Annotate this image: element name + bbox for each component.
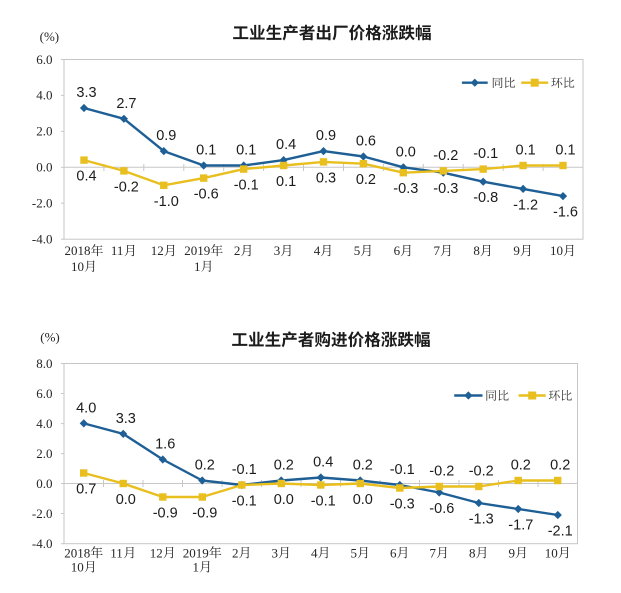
- svg-text:0.2: 0.2: [195, 458, 215, 474]
- svg-text:4.0: 4.0: [36, 88, 52, 103]
- svg-text:0.9: 0.9: [316, 128, 336, 144]
- svg-text:7: 7: [434, 243, 441, 258]
- svg-text:2018: 2018: [64, 545, 90, 560]
- svg-text:0.2: 0.2: [550, 458, 570, 474]
- svg-text:-0.3: -0.3: [390, 497, 415, 513]
- svg-text:-2.1: -2.1: [548, 524, 573, 540]
- svg-text:0.0: 0.0: [353, 492, 373, 508]
- svg-text:4.0: 4.0: [76, 401, 96, 417]
- svg-text:2019: 2019: [183, 545, 209, 560]
- svg-text:0.0: 0.0: [274, 492, 294, 508]
- svg-text:-0.1: -0.1: [234, 178, 259, 194]
- svg-text:12: 12: [151, 243, 164, 258]
- svg-text:-2.0: -2.0: [32, 506, 53, 521]
- svg-text:1.6: 1.6: [155, 437, 175, 453]
- svg-text:2019: 2019: [184, 243, 210, 258]
- svg-text:0.4: 0.4: [276, 137, 296, 153]
- svg-text:9: 9: [513, 243, 520, 258]
- svg-text:0.4: 0.4: [76, 169, 96, 185]
- svg-text:-4.0: -4.0: [32, 232, 53, 247]
- svg-text:9: 9: [509, 545, 516, 560]
- svg-text:-1.3: -1.3: [469, 512, 494, 528]
- svg-text:3: 3: [274, 243, 281, 258]
- svg-text:-0.2: -0.2: [469, 464, 494, 480]
- svg-text:-0.9: -0.9: [153, 506, 178, 522]
- svg-text:(%): (%): [40, 29, 60, 44]
- svg-text:-0.2: -0.2: [433, 148, 458, 164]
- svg-text:-4.0: -4.0: [32, 536, 53, 551]
- svg-text:-0.3: -0.3: [433, 181, 458, 197]
- svg-text:11: 11: [111, 243, 124, 258]
- svg-text:2018: 2018: [65, 243, 91, 258]
- svg-text:10: 10: [71, 560, 84, 575]
- svg-text:6: 6: [390, 545, 397, 560]
- svg-text:0.9: 0.9: [156, 128, 176, 144]
- svg-text:0.4: 0.4: [313, 455, 333, 471]
- svg-text:4: 4: [314, 243, 321, 258]
- svg-text:7: 7: [430, 545, 437, 560]
- svg-text:-0.2: -0.2: [429, 464, 454, 480]
- svg-text:0.1: 0.1: [236, 143, 256, 159]
- svg-text:2.0: 2.0: [36, 446, 52, 461]
- svg-text:3: 3: [272, 545, 279, 560]
- svg-text:0.2: 0.2: [356, 172, 376, 188]
- svg-text:0.7: 0.7: [76, 482, 96, 498]
- svg-text:1: 1: [193, 560, 200, 575]
- svg-text:0.1: 0.1: [516, 143, 536, 159]
- svg-text:8: 8: [473, 243, 480, 258]
- svg-text:0.2: 0.2: [274, 458, 294, 474]
- svg-text:0.0: 0.0: [396, 144, 416, 160]
- svg-text:-0.9: -0.9: [192, 506, 217, 522]
- svg-text:10: 10: [71, 259, 84, 274]
- svg-text:4.0: 4.0: [36, 416, 52, 431]
- svg-text:10: 10: [545, 545, 558, 560]
- svg-text:1: 1: [194, 259, 201, 274]
- svg-text:8.0: 8.0: [36, 356, 52, 371]
- svg-text:0.0: 0.0: [116, 492, 136, 508]
- svg-text:0.0: 0.0: [36, 476, 52, 491]
- svg-text:-0.6: -0.6: [429, 501, 454, 517]
- svg-text:3.3: 3.3: [76, 85, 96, 101]
- svg-text:6.0: 6.0: [36, 52, 52, 67]
- svg-text:0.1: 0.1: [555, 143, 575, 159]
- svg-text:2: 2: [232, 545, 239, 560]
- svg-text:0.6: 0.6: [356, 134, 376, 150]
- svg-text:-0.8: -0.8: [473, 190, 498, 206]
- svg-text:-0.1: -0.1: [390, 462, 415, 478]
- svg-text:11: 11: [110, 545, 123, 560]
- svg-text:-0.1: -0.1: [473, 146, 498, 162]
- svg-text:12: 12: [150, 545, 163, 560]
- svg-text:0.0: 0.0: [36, 160, 52, 175]
- svg-text:2.0: 2.0: [36, 124, 52, 139]
- svg-text:-1.2: -1.2: [513, 197, 538, 213]
- svg-text:0.3: 0.3: [316, 170, 336, 186]
- svg-text:6: 6: [394, 243, 401, 258]
- svg-text:8: 8: [469, 545, 476, 560]
- svg-text:-0.1: -0.1: [232, 462, 257, 478]
- svg-text:5: 5: [354, 243, 361, 258]
- svg-text:-1.6: -1.6: [553, 205, 578, 221]
- svg-text:2: 2: [234, 243, 241, 258]
- svg-text:-1.7: -1.7: [508, 518, 533, 534]
- svg-text:3.3: 3.3: [116, 411, 136, 427]
- svg-text:-1.0: -1.0: [154, 194, 179, 210]
- svg-text:0.2: 0.2: [511, 458, 531, 474]
- svg-text:6.0: 6.0: [36, 386, 52, 401]
- svg-text:5: 5: [351, 545, 358, 560]
- svg-text:0.1: 0.1: [196, 143, 216, 159]
- svg-text:-0.2: -0.2: [114, 179, 139, 195]
- svg-text:10: 10: [550, 243, 563, 258]
- svg-text:4: 4: [311, 545, 318, 560]
- svg-text:2.7: 2.7: [116, 96, 136, 112]
- svg-text:-2.0: -2.0: [32, 196, 53, 211]
- svg-text:-0.1: -0.1: [311, 494, 336, 510]
- svg-text:(%): (%): [40, 330, 60, 345]
- svg-text:-0.1: -0.1: [232, 494, 257, 510]
- svg-text:-0.3: -0.3: [393, 181, 418, 197]
- svg-text:0.2: 0.2: [353, 458, 373, 474]
- svg-text:0.1: 0.1: [276, 174, 296, 190]
- svg-text:-0.6: -0.6: [194, 187, 219, 203]
